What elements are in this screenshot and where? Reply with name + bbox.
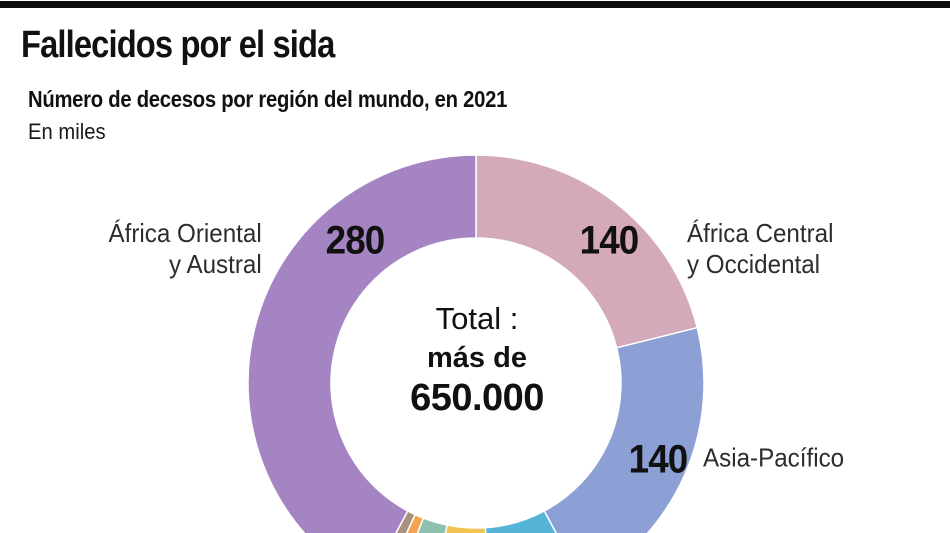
- pie-segment-africa-central-y-occidental: [475, 154, 698, 349]
- pie-segment-africa-oriental-y-austral: [247, 154, 477, 533]
- pie-segment-asia-pacifico: [543, 326, 705, 533]
- total-prefix: Total :: [435, 301, 519, 336]
- region-label: África Central y Occidental: [687, 217, 834, 279]
- total-number: 650.000: [410, 376, 544, 419]
- top-bar: [0, 1, 950, 8]
- segment-value-label: 140: [579, 218, 640, 263]
- segment-value-label: 280: [325, 218, 386, 263]
- units-label: En miles: [28, 119, 106, 144]
- pie-segment-unlabeled-2: [484, 510, 557, 533]
- pie-segment-unlabeled-3: [444, 524, 487, 533]
- region-label: Asia-Pacífico: [703, 442, 845, 473]
- page-subtitle: Número de decesos por región del mundo, …: [28, 86, 508, 112]
- segment-value-label: 140: [628, 437, 689, 482]
- page-title: Fallecidos por el sida: [21, 24, 335, 66]
- total-qualifier: más de: [427, 341, 527, 374]
- donut-center-label: Total : más de 650.000: [410, 300, 544, 420]
- region-label: África Oriental y Austral: [108, 217, 262, 279]
